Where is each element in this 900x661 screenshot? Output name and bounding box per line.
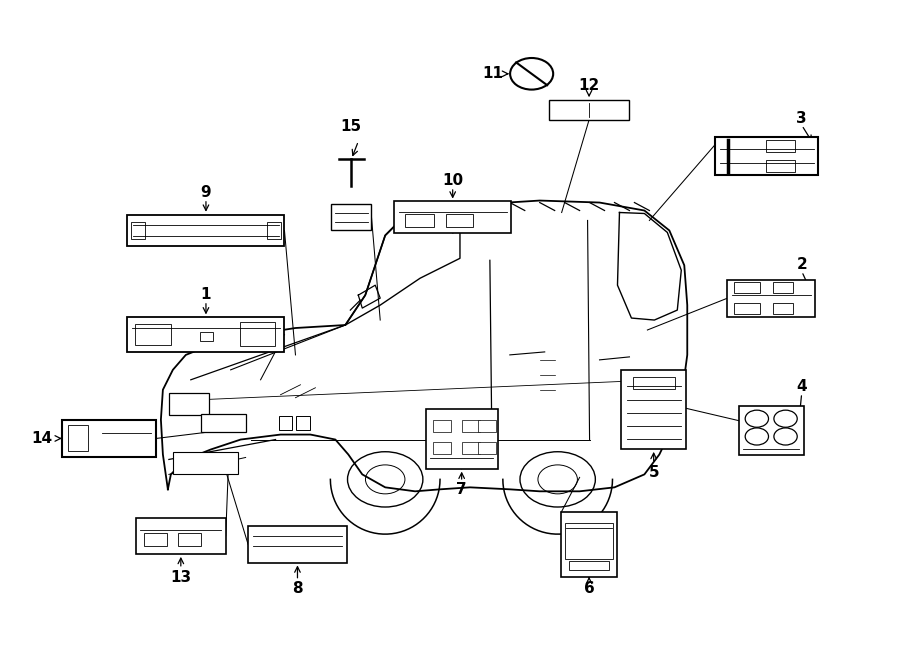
Text: 1: 1 [201, 287, 212, 302]
FancyBboxPatch shape [62, 420, 157, 457]
FancyBboxPatch shape [248, 526, 346, 563]
FancyBboxPatch shape [462, 420, 480, 432]
Text: 15: 15 [341, 119, 362, 134]
Text: 3: 3 [796, 111, 807, 126]
FancyBboxPatch shape [478, 442, 496, 454]
FancyBboxPatch shape [266, 221, 281, 239]
FancyBboxPatch shape [739, 406, 804, 455]
FancyBboxPatch shape [562, 512, 617, 576]
FancyBboxPatch shape [773, 282, 793, 293]
FancyBboxPatch shape [734, 303, 760, 314]
Text: 13: 13 [170, 570, 192, 585]
FancyBboxPatch shape [296, 416, 310, 430]
FancyBboxPatch shape [433, 442, 451, 454]
FancyBboxPatch shape [565, 524, 613, 559]
FancyBboxPatch shape [394, 202, 511, 233]
FancyBboxPatch shape [331, 204, 372, 231]
FancyBboxPatch shape [549, 100, 629, 120]
FancyBboxPatch shape [240, 323, 274, 346]
FancyBboxPatch shape [128, 215, 284, 247]
FancyBboxPatch shape [446, 214, 473, 227]
FancyBboxPatch shape [621, 370, 686, 449]
FancyBboxPatch shape [478, 420, 496, 432]
FancyBboxPatch shape [173, 453, 238, 475]
FancyBboxPatch shape [128, 317, 284, 352]
FancyBboxPatch shape [734, 282, 760, 293]
FancyBboxPatch shape [135, 324, 170, 345]
FancyBboxPatch shape [727, 280, 815, 317]
Text: 5: 5 [648, 465, 659, 479]
Text: 10: 10 [442, 173, 464, 188]
Text: 9: 9 [201, 185, 212, 200]
FancyBboxPatch shape [766, 139, 795, 152]
Text: 7: 7 [456, 483, 467, 497]
Text: 4: 4 [796, 379, 807, 394]
FancyBboxPatch shape [200, 332, 212, 341]
Text: 2: 2 [796, 257, 807, 272]
Text: 11: 11 [482, 66, 504, 81]
FancyBboxPatch shape [68, 426, 88, 451]
FancyBboxPatch shape [178, 533, 202, 547]
FancyBboxPatch shape [131, 221, 146, 239]
Text: 14: 14 [32, 431, 52, 446]
Text: 6: 6 [584, 581, 594, 596]
FancyBboxPatch shape [716, 137, 818, 175]
FancyBboxPatch shape [766, 160, 795, 173]
FancyBboxPatch shape [426, 409, 498, 469]
FancyBboxPatch shape [201, 414, 246, 432]
FancyBboxPatch shape [144, 533, 167, 547]
FancyBboxPatch shape [773, 303, 793, 314]
FancyBboxPatch shape [405, 214, 434, 227]
Text: 8: 8 [292, 581, 302, 596]
FancyBboxPatch shape [278, 416, 293, 430]
FancyBboxPatch shape [462, 442, 480, 454]
FancyBboxPatch shape [569, 561, 609, 570]
FancyBboxPatch shape [136, 518, 226, 554]
FancyBboxPatch shape [633, 377, 675, 389]
FancyBboxPatch shape [169, 393, 209, 414]
FancyBboxPatch shape [433, 420, 451, 432]
Text: 12: 12 [579, 78, 599, 93]
